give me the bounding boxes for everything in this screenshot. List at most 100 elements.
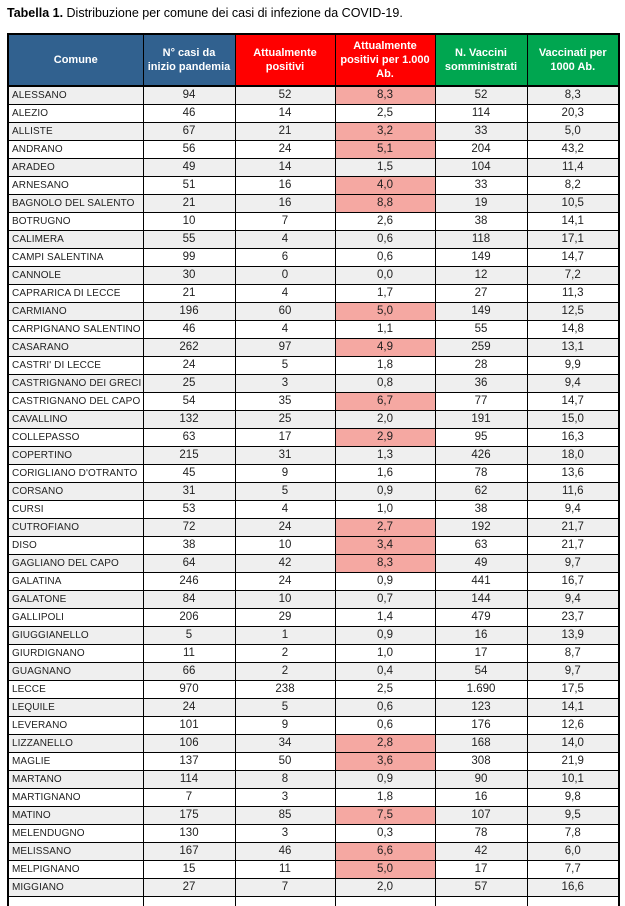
cell-vaccini: 55 bbox=[434, 319, 528, 339]
cell-casi: 167 bbox=[142, 841, 236, 861]
table-row: GIUGGIANELLO 5 1 0,9 16 13,9 bbox=[7, 625, 620, 645]
cell-comune: CANNOLE bbox=[7, 265, 144, 285]
table-row: ALEZIO 46 14 2,5 114 20,3 bbox=[7, 103, 620, 123]
cell-vaccini: 192 bbox=[434, 517, 528, 537]
cell-vaccini: 33 bbox=[434, 121, 528, 141]
cell-comune: MELISSANO bbox=[7, 841, 144, 861]
cell-positivi: 14 bbox=[234, 103, 336, 123]
cell-casi: 137 bbox=[142, 751, 236, 771]
cell-casi: 10 bbox=[142, 211, 236, 231]
cell-casi: 215 bbox=[142, 445, 236, 465]
cell-positivi: 10 bbox=[234, 535, 336, 555]
cell-vaccini: 168 bbox=[434, 733, 528, 753]
cell-vaccini: 54 bbox=[434, 661, 528, 681]
cell-comune: COLLEPASSO bbox=[7, 427, 144, 447]
cell-positivi: 85 bbox=[234, 805, 336, 825]
table-row: ALLISTE 67 21 3,2 33 5,0 bbox=[7, 121, 620, 141]
cell-vaccini: 144 bbox=[434, 589, 528, 609]
table-row: MATINO 175 85 7,5 107 9,5 bbox=[7, 805, 620, 825]
cell-casi: 67 bbox=[142, 121, 236, 141]
cell-comune: ALEZIO bbox=[7, 103, 144, 123]
cell-casi: 45 bbox=[142, 463, 236, 483]
cell-positivi: 6 bbox=[234, 247, 336, 267]
cell-comune: ALLISTE bbox=[7, 121, 144, 141]
cell-vacc1000: 10,1 bbox=[526, 769, 620, 789]
table-row: BOTRUGNO 10 7 2,6 38 14,1 bbox=[7, 211, 620, 231]
cell-vacc1000: 14,1 bbox=[526, 211, 620, 231]
cell-vaccini: 62 bbox=[434, 481, 528, 501]
cell-vaccini: 52 bbox=[434, 85, 528, 105]
cell-per1000: 1,5 bbox=[334, 157, 436, 177]
cell-comune: CUTROFIANO bbox=[7, 517, 144, 537]
cell-casi: 970 bbox=[142, 679, 236, 699]
cell-comune: LECCE bbox=[7, 679, 144, 699]
cell-comune: GAGLIANO DEL CAPO bbox=[7, 553, 144, 573]
cell-casi: 53 bbox=[142, 499, 236, 519]
cell-positivi: 4 bbox=[234, 319, 336, 339]
cell-comune: ARNESANO bbox=[7, 175, 144, 195]
cell-per1000: 2,9 bbox=[334, 427, 436, 447]
cell-comune: GALATONE bbox=[7, 589, 144, 609]
cell-vacc1000: 7,2 bbox=[526, 265, 620, 285]
cell-per1000: 1,0 bbox=[334, 499, 436, 519]
table-row: COPERTINO 215 31 1,3 426 18,0 bbox=[7, 445, 620, 465]
cell-vacc1000: 14,7 bbox=[526, 247, 620, 267]
cell-comune: CAVALLINO bbox=[7, 409, 144, 429]
cell-vacc1000: 20,3 bbox=[526, 103, 620, 123]
table-caption-text: Distribuzione per comune dei casi di inf… bbox=[63, 6, 403, 20]
cell-per1000: 8,8 bbox=[334, 193, 436, 213]
cell-comune: CASARANO bbox=[7, 337, 144, 357]
cell-per1000: 1,1 bbox=[334, 319, 436, 339]
column-header-per1000: Attualmente positivi per 1.000 Ab. bbox=[334, 33, 436, 87]
cell-casi: 196 bbox=[142, 301, 236, 321]
cell-vaccini: 17 bbox=[434, 859, 528, 879]
cell-vacc1000: 18,0 bbox=[526, 445, 620, 465]
cell-positivi: 9 bbox=[234, 715, 336, 735]
table-row: MAGLIE 137 50 3,6 308 21,9 bbox=[7, 751, 620, 771]
cell-casi: 206 bbox=[142, 607, 236, 627]
table-row: MELENDUGNO 130 3 0,3 78 7,8 bbox=[7, 823, 620, 843]
cell-vacc1000: 21,9 bbox=[526, 751, 620, 771]
cell-vacc1000: 9,7 bbox=[526, 661, 620, 681]
cell-per1000: 2,6 bbox=[334, 211, 436, 231]
cell-per1000: 0,3 bbox=[334, 823, 436, 843]
cell-comune: CASTRI' DI LECCE bbox=[7, 355, 144, 375]
cell-per1000: 2,0 bbox=[334, 409, 436, 429]
cell-vacc1000: 16,6 bbox=[526, 877, 620, 897]
table-row: CASTRIGNANO DEL CAPO 54 35 6,7 77 14,7 bbox=[7, 391, 620, 411]
cell-comune: CAMPI SALENTINA bbox=[7, 247, 144, 267]
table-row: GALLIPOLI 206 29 1,4 479 23,7 bbox=[7, 607, 620, 627]
cell-casi: 132 bbox=[142, 409, 236, 429]
table-row-partial bbox=[7, 895, 620, 906]
cell-per1000: 0,9 bbox=[334, 769, 436, 789]
cell-positivi: 14 bbox=[234, 157, 336, 177]
cell-per1000: 2,7 bbox=[334, 517, 436, 537]
cell-per1000: 2,8 bbox=[334, 733, 436, 753]
cell-empty bbox=[526, 895, 620, 906]
cell-vaccini: 63 bbox=[434, 535, 528, 555]
cell-positivi: 60 bbox=[234, 301, 336, 321]
cell-casi: 106 bbox=[142, 733, 236, 753]
column-header-casi: N° casi da inizio pandemia bbox=[142, 33, 236, 87]
cell-empty bbox=[334, 895, 436, 906]
cell-vaccini: 36 bbox=[434, 373, 528, 393]
cell-casi: 99 bbox=[142, 247, 236, 267]
cell-casi: 15 bbox=[142, 859, 236, 879]
cell-per1000: 2,5 bbox=[334, 679, 436, 699]
cell-per1000: 1,0 bbox=[334, 643, 436, 663]
cell-positivi: 7 bbox=[234, 211, 336, 231]
cell-per1000: 0,6 bbox=[334, 247, 436, 267]
cell-positivi: 2 bbox=[234, 643, 336, 663]
table-row: CASARANO 262 97 4,9 259 13,1 bbox=[7, 337, 620, 357]
cell-vacc1000: 8,3 bbox=[526, 85, 620, 105]
cell-per1000: 5,1 bbox=[334, 139, 436, 159]
cell-positivi: 25 bbox=[234, 409, 336, 429]
cell-casi: 21 bbox=[142, 283, 236, 303]
table-caption-number: Tabella 1. bbox=[7, 6, 64, 20]
cell-per1000: 1,8 bbox=[334, 355, 436, 375]
cell-vaccini: 107 bbox=[434, 805, 528, 825]
table-row: ALESSANO 94 52 8,3 52 8,3 bbox=[7, 85, 620, 105]
cell-casi: 130 bbox=[142, 823, 236, 843]
cell-casi: 21 bbox=[142, 193, 236, 213]
cell-comune: CURSI bbox=[7, 499, 144, 519]
